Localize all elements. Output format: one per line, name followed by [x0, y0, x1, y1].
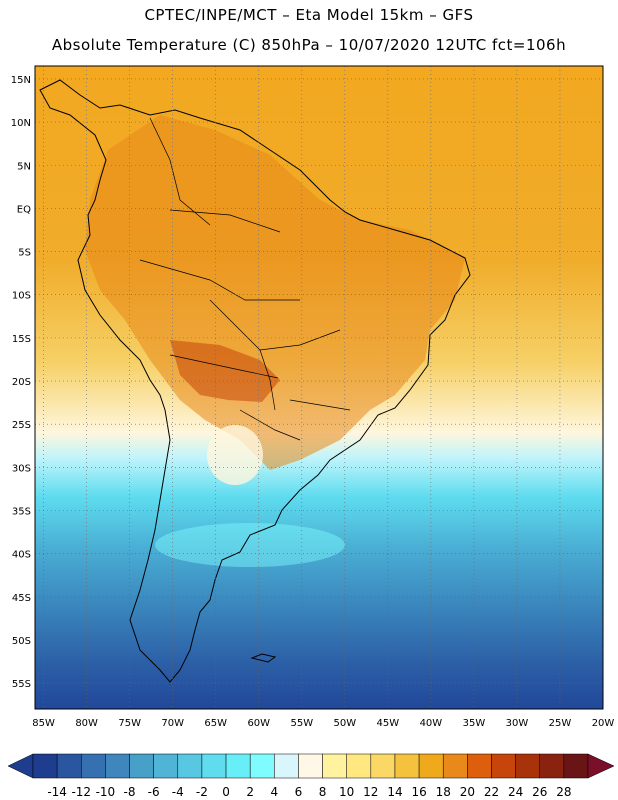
lon-label: 70W [161, 718, 184, 729]
country-borders [139, 117, 351, 441]
lon-label: 80W [75, 718, 98, 729]
lat-label: 15N [11, 75, 31, 86]
hot-core-area [170, 340, 280, 402]
lon-label: 50W [334, 718, 357, 729]
colorbar-tick-label: 26 [532, 785, 547, 799]
lat-label: 15S [12, 334, 31, 345]
colorbar-swatch [394, 753, 420, 779]
lat-label: 20S [12, 377, 31, 388]
lon-label: 45W [377, 718, 400, 729]
colorbar-tick-label: -12 [71, 785, 91, 799]
colorbar-tick-label: -8 [124, 785, 136, 799]
colorbar-swatch [56, 753, 82, 779]
lat-label: 10S [12, 291, 31, 302]
colorbar-swatch [370, 753, 396, 779]
colorbar-tick-label: 14 [387, 785, 402, 799]
colorbar-swatch [177, 753, 203, 779]
colorbar-tick-label: 18 [436, 785, 451, 799]
lon-label: 30W [506, 718, 529, 729]
colorbar-swatch [563, 753, 589, 779]
lat-label: 40S [12, 550, 31, 561]
colorbar-swatch [153, 753, 179, 779]
colorbar-right-arrow [587, 753, 615, 779]
lon-label: 85W [32, 718, 55, 729]
colorbar-tick-label: 6 [295, 785, 303, 799]
lon-label: 55W [290, 718, 313, 729]
colorbar-tick-label: 8 [319, 785, 327, 799]
colorbar-swatch [105, 753, 130, 779]
falklands-island [250, 653, 277, 663]
colorbar-tick-label: -10 [96, 785, 116, 799]
lon-label: 75W [118, 718, 141, 729]
colorbar-swatch [81, 753, 106, 779]
lat-label: 50S [12, 636, 31, 647]
colorbar-swatch [249, 753, 275, 779]
lon-label: 65W [204, 718, 227, 729]
lat-label: 25S [12, 420, 31, 431]
colorbar-tick-label: 2 [246, 785, 254, 799]
colorbar-tick-label: 12 [363, 785, 378, 799]
colorbar-swatch [225, 753, 251, 779]
cold-pocket [207, 425, 263, 485]
colorbar-swatch [322, 753, 347, 779]
lon-label: 60W [247, 718, 270, 729]
colorbar-tick-label: 24 [508, 785, 523, 799]
title-line-1: CPTEC/INPE/MCT – Eta Model 15km – GFS [144, 6, 474, 24]
colorbar-swatch [467, 753, 492, 779]
map-frame [34, 65, 604, 710]
lat-label: 10N [11, 118, 31, 129]
colorbar-tick-label: 22 [484, 785, 499, 799]
colorbar-swatch [274, 753, 299, 779]
lon-label: 20W [592, 718, 615, 729]
colorbar-swatch [346, 753, 372, 779]
lat-label: EQ [17, 204, 31, 215]
south-america-coastline [39, 79, 471, 683]
colorbar-tick-label: 0 [222, 785, 230, 799]
lat-label: 35S [12, 506, 31, 517]
colorbar-tick-label: 10 [339, 785, 354, 799]
colorbar-swatch [129, 753, 154, 779]
colorbar-swatch [298, 753, 323, 779]
colorbar-swatch [32, 753, 58, 779]
colorbar-left-arrow [7, 753, 34, 779]
lon-label: 25W [549, 718, 572, 729]
lat-label: 5S [18, 248, 31, 259]
lat-label: 30S [12, 463, 31, 474]
colorbar-swatch [515, 753, 540, 779]
colorbar-tick-label: -2 [196, 785, 208, 799]
lat-label: 55S [12, 679, 31, 690]
lat-label: 45S [12, 593, 31, 604]
colorbar-swatch [418, 753, 444, 779]
colorbar-tick-label: 20 [460, 785, 475, 799]
colorbar-tick-label: 4 [270, 785, 278, 799]
colorbar-swatch [539, 753, 565, 779]
colorbar-tick-label: 28 [556, 785, 571, 799]
lon-label: 35W [463, 718, 486, 729]
colorbar-swatch [201, 753, 227, 779]
colorbar-tick-label: -6 [148, 785, 160, 799]
colorbar-tick-label: -14 [47, 785, 67, 799]
colorbar-tick-label: 16 [411, 785, 426, 799]
colorbar-swatch [491, 753, 516, 779]
lat-label: 5N [17, 161, 31, 172]
cold-tongue [155, 523, 345, 567]
colorbar-tick-label: -4 [172, 785, 184, 799]
title-line-2: Absolute Temperature (C) 850hPa – 10/07/… [51, 36, 567, 54]
lon-label: 40W [420, 718, 443, 729]
colorbar-swatch [442, 753, 468, 779]
